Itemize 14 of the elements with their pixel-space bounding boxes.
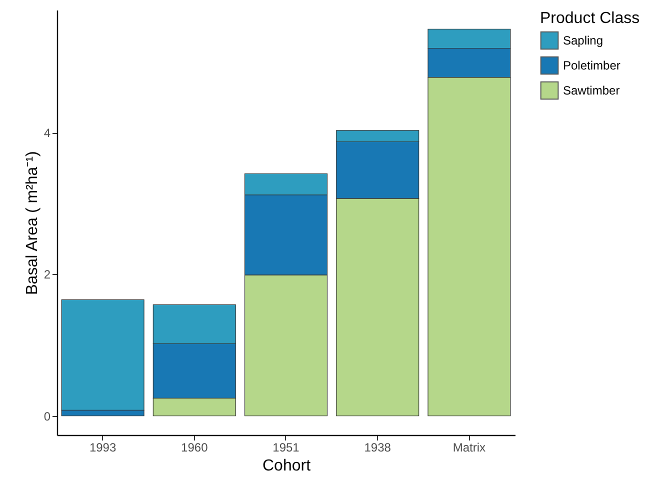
x-tick-label: Matrix [452, 440, 486, 454]
legend-label: Sapling [563, 34, 604, 48]
x-tick-label: 1993 [89, 440, 116, 454]
legend-label: Poletimber [563, 58, 620, 72]
x-axis-title: Cohort [262, 458, 312, 474]
y-tick-label: 0 [44, 409, 51, 424]
legend-label: Sawtimber [563, 84, 620, 98]
y-tick-label: 2 [44, 268, 51, 282]
y-tick-label: 4 [44, 126, 51, 140]
x-tick-label: 1951 [272, 440, 300, 454]
legend-title: Product Class [540, 10, 640, 27]
x-tick-label: 1938 [364, 440, 392, 454]
y-axis-title: Basal Area ( m²ha⁻¹) [24, 151, 41, 295]
x-tick-label: 1960 [181, 440, 208, 454]
